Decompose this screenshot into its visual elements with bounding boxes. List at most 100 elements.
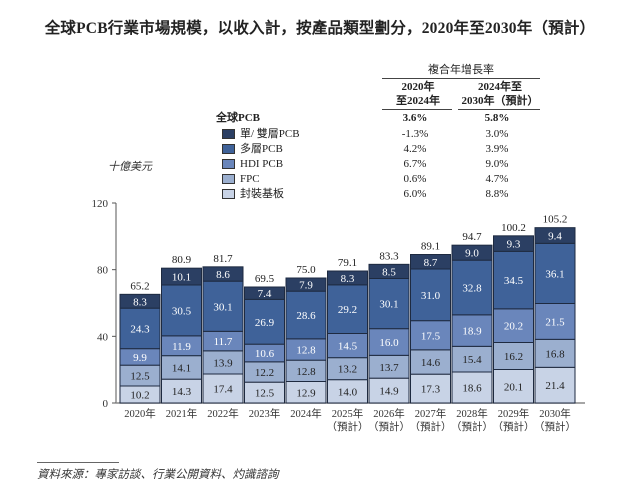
bar-segment: [493, 342, 534, 370]
bar-segment: [410, 373, 451, 404]
segment-label: 8.3: [133, 296, 147, 308]
segment-label: 10.2: [130, 390, 149, 402]
bar-segment: [451, 371, 493, 404]
cagr-col-rule-1: [382, 109, 452, 110]
bar-segment: [493, 308, 534, 344]
bar-segment: [327, 270, 368, 286]
segment-label: 18.9: [462, 326, 482, 338]
segment-label: 12.2: [255, 367, 274, 379]
bar-segment: [285, 290, 327, 340]
segment-label: 12.5: [130, 371, 150, 383]
y-tick-label: 120: [92, 198, 109, 210]
segment-label: 21.5: [545, 316, 565, 328]
segment-label: 14.9: [379, 386, 399, 398]
segment-label: 29.2: [338, 304, 357, 316]
cagr-col-rule-2: [458, 109, 540, 110]
bar-segment: [534, 366, 576, 404]
segment-label: 31.0: [421, 290, 441, 302]
segment-label: 8.6: [216, 269, 230, 281]
x-tick-label: 2021年: [166, 407, 198, 420]
cagr-value: 8.8%: [485, 188, 509, 200]
bar-segment: [119, 307, 161, 350]
source-divider: [37, 462, 119, 463]
segment-label: 14.3: [172, 386, 192, 398]
segment-label: 12.9: [296, 387, 316, 399]
x-tick-label: 2024年: [290, 407, 322, 420]
bar-segment: [285, 277, 327, 292]
legend-label: HDI PCB: [240, 158, 284, 170]
x-tick-label: （預計）: [410, 420, 452, 433]
segment-label: 9.4: [548, 231, 562, 243]
segment-label: 8.7: [424, 257, 438, 269]
segment-label: 11.7: [214, 336, 233, 348]
bar-segment: [244, 381, 285, 404]
bar-segment: [161, 335, 202, 357]
cagr-value: 4.7%: [485, 173, 509, 185]
cagr-value: 6.7%: [403, 158, 427, 170]
segment-label: 18.6: [462, 383, 482, 395]
segment-label: 9.0: [465, 248, 479, 260]
bar-segment: [161, 378, 202, 404]
bar-total-label: 80.9: [172, 254, 192, 266]
segment-label: 36.1: [545, 268, 564, 280]
segment-label: 17.4: [213, 384, 233, 396]
bar-segment: [451, 244, 493, 261]
bar-segment: [368, 328, 410, 356]
segment-label: 10.1: [172, 272, 191, 284]
legend-label: FPC: [240, 173, 260, 185]
bar-segment: [451, 259, 493, 316]
bar-segment: [285, 338, 327, 361]
bar-segment: [368, 354, 410, 379]
bar-segment: [534, 303, 576, 340]
cagr-value: -1.3%: [401, 128, 429, 140]
bar-segment: [202, 373, 244, 404]
segment-label: 34.5: [504, 275, 524, 287]
bar-segment: [202, 266, 244, 282]
bar-segment: [244, 361, 285, 383]
bar-total-label: 105.2: [543, 214, 568, 226]
segment-label: 8.5: [382, 266, 396, 278]
legend-label: 封裝基板: [240, 188, 284, 200]
segment-label: 14.1: [172, 362, 191, 374]
cagr-col-1-line2: 至2024年: [396, 95, 440, 107]
y-tick-label: 80: [97, 265, 109, 277]
segment-label: 14.6: [421, 357, 441, 369]
cagr-value: 6.0%: [403, 188, 427, 200]
y-tick-label: 0: [103, 398, 109, 410]
bar-total-label: 83.3: [379, 250, 399, 262]
bar-segment: [285, 359, 327, 382]
segment-label: 16.0: [379, 337, 399, 349]
segment-label: 17.3: [421, 384, 441, 396]
segment-label: 7.9: [299, 280, 313, 292]
bar-total-label: 65.2: [130, 280, 149, 292]
bar-total-label: 100.2: [501, 222, 526, 234]
bar-segment: [119, 385, 161, 404]
bar-segment: [410, 349, 451, 375]
legend-swatch: [222, 174, 235, 184]
segment-label: 20.1: [504, 381, 523, 393]
bar-segment: [161, 267, 202, 286]
bar-segment: [493, 369, 534, 404]
chart-title: 全球PCB行業市場規模，以收入計，按產品類型劃分，2020年至2030年（預計）: [44, 20, 596, 37]
cagr-col-1-header: 2020年 至2024年: [382, 80, 454, 108]
segment-label: 32.8: [462, 283, 482, 295]
segment-label: 30.1: [213, 301, 232, 313]
legend-label: 單/ 雙層PCB: [240, 128, 300, 140]
x-tick-label: （預計）: [534, 420, 576, 433]
bar-total-label: 75.0: [296, 264, 316, 276]
cagr-value: 4.2%: [403, 143, 427, 155]
bar-total-label: 89.1: [421, 241, 440, 253]
x-tick-label: 2025年: [332, 407, 364, 420]
segment-label: 10.6: [255, 348, 275, 360]
bar-total-label: 81.7: [213, 253, 233, 265]
segment-label: 14.5: [338, 341, 358, 353]
cagr-value: 3.6%: [402, 112, 428, 124]
bar-segment: [119, 293, 161, 309]
segment-label: 30.5: [172, 305, 192, 317]
cagr-value: 0.6%: [403, 173, 427, 185]
cagr-header: 複合年增長率: [428, 64, 494, 76]
segment-label: 15.4: [462, 354, 482, 366]
bar-segment: [244, 286, 285, 300]
bar-total-label: 94.7: [462, 231, 482, 243]
